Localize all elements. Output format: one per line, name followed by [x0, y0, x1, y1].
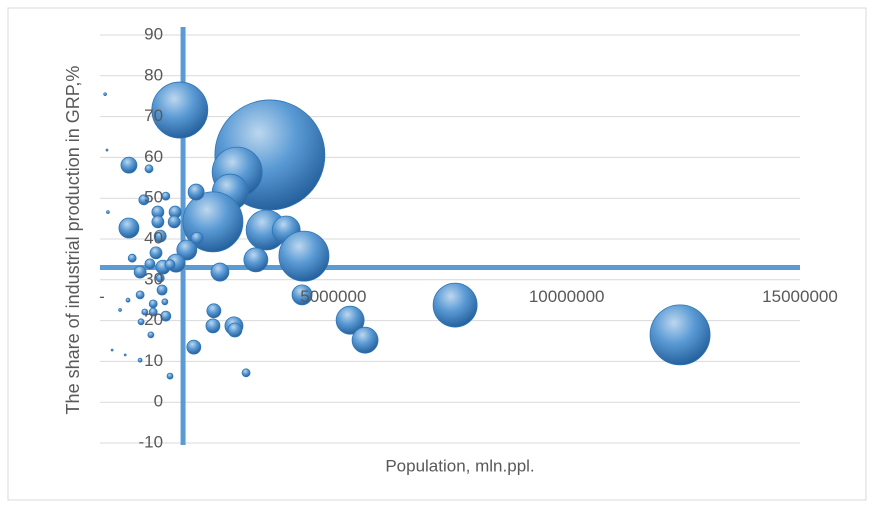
y-tick-label: 50 [144, 188, 163, 207]
bubble [210, 262, 230, 282]
bubble [243, 247, 269, 273]
bubble [186, 339, 202, 355]
bubble [156, 284, 168, 296]
bubble [106, 210, 110, 214]
bubble [227, 322, 243, 338]
bubble [148, 299, 158, 309]
bubble [138, 194, 150, 206]
bubble [160, 310, 172, 322]
bubble [155, 273, 165, 283]
bubble [118, 217, 140, 239]
bubble [241, 368, 251, 378]
bubble [164, 259, 176, 271]
y-tick-label: 0 [154, 392, 163, 411]
bubble [137, 357, 143, 363]
bubble [141, 308, 149, 316]
bubble [105, 148, 109, 152]
bubble [167, 215, 181, 229]
y-tick-label: 10 [144, 351, 163, 370]
bubble [151, 81, 209, 139]
bubble [291, 284, 313, 306]
x-tick-label: 15000000 [762, 287, 838, 306]
y-tick-label: 60 [144, 147, 163, 166]
bubble [123, 353, 127, 357]
bubble [149, 246, 163, 260]
y-tick-label: 40 [144, 228, 163, 247]
y-tick-label: 90 [144, 24, 163, 43]
y-tick-label: 70 [144, 106, 163, 125]
bubble [147, 331, 155, 339]
bubble [649, 304, 711, 366]
bubble [135, 290, 145, 300]
chart-border [7, 7, 867, 501]
bubble [151, 215, 165, 229]
bubble [120, 156, 138, 174]
bubble [118, 308, 122, 312]
bubble [144, 164, 154, 174]
bubble [127, 253, 137, 263]
bubble [187, 183, 205, 201]
bubble [205, 318, 221, 334]
bubble [432, 282, 478, 328]
bubble [144, 258, 156, 270]
bubble [335, 305, 365, 335]
y-tick-label: 30 [144, 269, 163, 288]
x-axis-title: Population, mln.ppl. [385, 456, 534, 475]
bubble [103, 92, 107, 96]
y-tick-label: 80 [144, 65, 163, 84]
bubble [153, 229, 167, 243]
bubble [206, 303, 222, 319]
y-tick-label: -10 [138, 432, 163, 451]
bubble [166, 372, 174, 380]
x-tick-label: 10000000 [529, 287, 605, 306]
bubble [110, 348, 114, 352]
y-axis-title: The share of industrial production in GR… [63, 65, 83, 415]
bubble [351, 326, 379, 354]
bubble [133, 265, 147, 279]
bubble [176, 239, 198, 261]
bubble [161, 191, 171, 201]
bubble [125, 297, 131, 303]
bubble [148, 307, 158, 317]
bubble [190, 231, 204, 245]
x-tick-label: - [99, 287, 105, 306]
y-tick-label: 20 [144, 310, 163, 329]
x-tick-label: 5000000 [300, 287, 366, 306]
bubble [137, 318, 145, 326]
bubble [161, 298, 169, 306]
bubble [278, 230, 330, 282]
